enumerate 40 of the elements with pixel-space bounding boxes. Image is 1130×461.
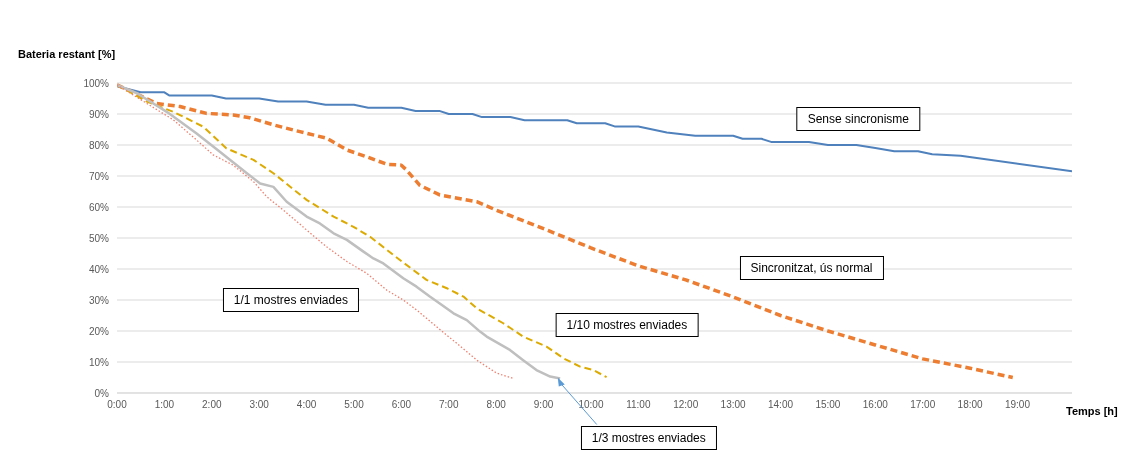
annotation: Sincronitzat, ús normal <box>739 256 884 280</box>
y-tick-label: 60% <box>88 201 110 213</box>
line-series <box>117 83 1015 380</box>
x-tick-label: 8:00 <box>486 399 507 411</box>
x-tick-label: 11:00 <box>626 399 651 411</box>
x-tick-label: 6:00 <box>391 399 412 411</box>
x-tick-label: 3:00 <box>249 399 270 411</box>
x-tick-label: 9:00 <box>533 399 554 411</box>
annotation: 1/1 mostres enviades <box>222 287 359 312</box>
y-tick-label: 40% <box>88 263 110 275</box>
x-tick-label: 12:00 <box>673 399 699 411</box>
y-tick-label: 50% <box>88 232 110 244</box>
y-tick-label: 80% <box>88 139 110 151</box>
y-tick-label: 100% <box>83 77 110 89</box>
y-axis-title: Bateria restant [%] <box>18 48 116 60</box>
x-tick-label: 1:00 <box>154 399 175 411</box>
y-tick-label: 20% <box>88 325 110 337</box>
x-tick-label: 7:00 <box>439 399 459 411</box>
y-tick-label: 90% <box>88 108 110 120</box>
x-tick-label: 15:00 <box>815 399 841 411</box>
x-tick-label: 0:00 <box>107 399 128 411</box>
x-tick-label: 10:00 <box>578 399 604 411</box>
y-tick-label: 30% <box>88 294 110 306</box>
annotation: 1/3 mostres enviades <box>580 425 717 450</box>
line-series <box>117 85 1072 173</box>
x-tick-label: 2:00 <box>202 399 222 411</box>
y-tick-label: 10% <box>88 356 110 368</box>
x-tick-label: 4:00 <box>296 399 317 411</box>
x-tick-label: 13:00 <box>720 399 747 411</box>
annotation: 1/10 mostres enviades <box>555 312 699 337</box>
x-tick-label: 17:00 <box>910 399 936 411</box>
y-tick-label: 70% <box>88 170 110 182</box>
x-tick-label: 16:00 <box>862 399 889 411</box>
x-tick-label: 14:00 <box>768 399 794 411</box>
x-tick-label: 5:00 <box>344 399 365 411</box>
x-axis-title: Temps [h] <box>1066 405 1118 417</box>
x-tick-label: 19:00 <box>1004 399 1031 411</box>
x-tick-label: 18:00 <box>957 399 984 411</box>
annotation: Sense sincronisme <box>796 107 921 131</box>
y-tick-label: 0% <box>94 387 110 399</box>
